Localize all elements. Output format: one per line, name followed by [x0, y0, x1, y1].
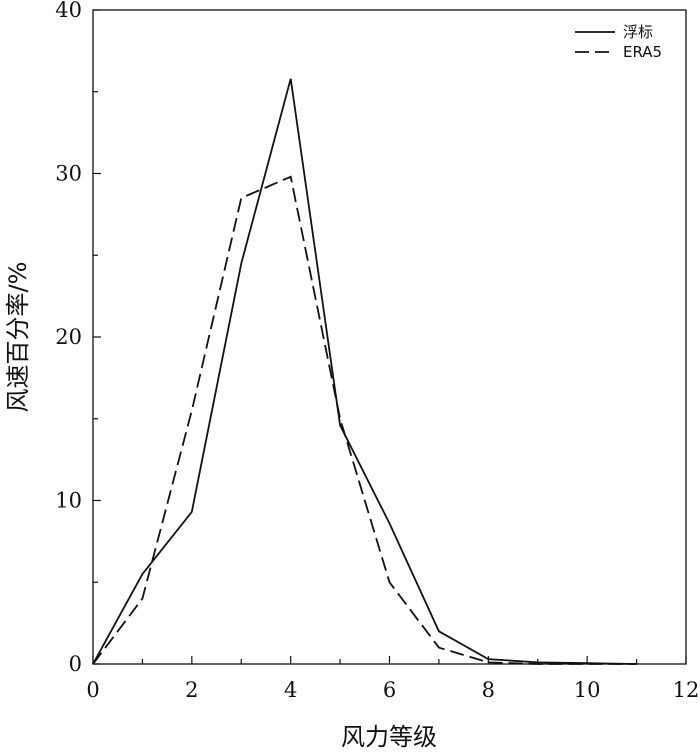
y-tick-label: 30: [55, 162, 82, 186]
x-tick-label: 2: [185, 678, 198, 702]
x-axis-title: 风力等级: [341, 723, 437, 751]
plot-frame: [92, 9, 687, 665]
x-tick-label: 4: [284, 678, 297, 702]
series-lines: [92, 78, 637, 665]
x-tick-label: 6: [383, 678, 396, 702]
legend-label-buoy: 浮标: [623, 23, 653, 41]
legend-label-era5: ERA5: [623, 43, 662, 61]
y-axis-title: 风速百分率/%: [4, 262, 32, 413]
series-line-era5: [92, 175, 637, 665]
x-tick-label: 8: [482, 678, 495, 702]
y-tick-label: 10: [55, 489, 82, 513]
y-tick-label: 20: [55, 325, 82, 349]
x-tick-label: 0: [86, 678, 99, 702]
y-axis-ticks: [93, 9, 101, 665]
y-tick-label: 40: [55, 0, 82, 22]
legend: 浮标 ERA5: [575, 23, 662, 61]
series-line-buoy: [92, 78, 637, 665]
x-tick-label: 12: [673, 678, 700, 702]
x-tick-label: 10: [574, 678, 601, 702]
y-tick-label: 0: [69, 652, 82, 676]
x-axis-tick-labels: 0 2 4 6 8 10 12: [86, 678, 699, 702]
plot-area: [92, 9, 687, 665]
y-axis-tick-labels: 0 10 20 30 40: [55, 0, 82, 676]
